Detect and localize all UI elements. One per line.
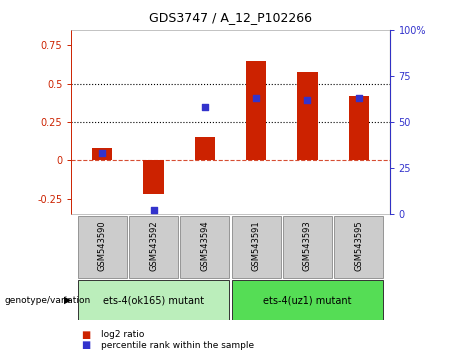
Point [253, 95, 260, 101]
Bar [143, 160, 164, 194]
Text: genotype/variation: genotype/variation [5, 296, 91, 304]
Bar [92, 148, 112, 160]
Point [304, 97, 311, 103]
Text: ets-4(uz1) mutant: ets-4(uz1) mutant [263, 295, 352, 305]
Bar [231, 280, 384, 320]
Bar [77, 280, 230, 320]
Point [150, 208, 157, 213]
Point [201, 104, 208, 110]
Point [99, 150, 106, 156]
Bar [297, 72, 318, 160]
Text: GSM543592: GSM543592 [149, 220, 158, 271]
Text: ■: ■ [81, 340, 90, 350]
Text: GSM543593: GSM543593 [303, 220, 312, 271]
Text: percentile rank within the sample: percentile rank within the sample [101, 341, 254, 350]
Bar [129, 216, 178, 278]
Text: GSM543590: GSM543590 [98, 220, 107, 271]
Bar [349, 96, 369, 160]
Text: GDS3747 / A_12_P102266: GDS3747 / A_12_P102266 [149, 11, 312, 24]
Bar [231, 216, 281, 278]
Bar [283, 216, 332, 278]
Text: GSM543595: GSM543595 [354, 220, 363, 271]
Text: log2 ratio: log2 ratio [101, 330, 145, 339]
Text: ▶: ▶ [64, 295, 71, 305]
Bar [195, 137, 215, 160]
Bar [180, 216, 230, 278]
Text: ■: ■ [81, 330, 90, 339]
Text: GSM543594: GSM543594 [201, 220, 209, 271]
Text: GSM543591: GSM543591 [252, 220, 260, 271]
Bar [334, 216, 384, 278]
Bar [77, 216, 127, 278]
Point [355, 95, 362, 101]
Bar [246, 61, 266, 160]
Text: ets-4(ok165) mutant: ets-4(ok165) mutant [103, 295, 204, 305]
